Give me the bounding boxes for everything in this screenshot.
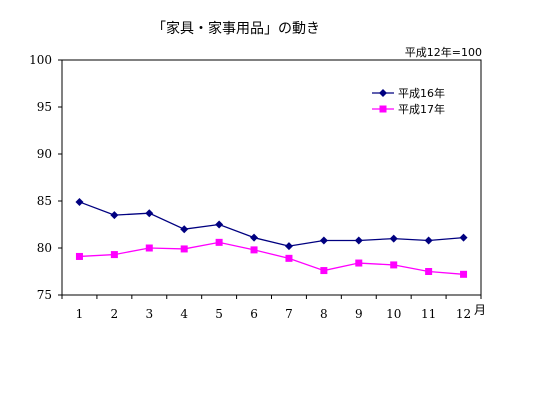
data-point	[215, 220, 224, 229]
data-point	[75, 252, 83, 260]
series-line	[79, 241, 464, 275]
x-tick-label: 4	[180, 307, 188, 321]
x-tick-label: 11	[421, 307, 436, 321]
series-line	[79, 201, 464, 247]
legend-label: 平成17年	[398, 102, 445, 116]
x-axis-unit: 月	[474, 303, 486, 317]
series-layer	[75, 197, 468, 278]
series-2	[75, 238, 468, 278]
data-point	[110, 251, 118, 259]
data-point	[145, 209, 154, 218]
data-point	[390, 261, 398, 269]
x-tick-label: 3	[145, 307, 153, 321]
y-axis: 75 80 85 90 95 100	[29, 53, 62, 302]
y-tick-label: 100	[29, 53, 52, 67]
legend-marker	[379, 105, 387, 113]
legend-marker	[379, 89, 387, 97]
x-tick-label: 10	[386, 307, 401, 321]
data-point	[180, 245, 188, 253]
x-tick-label: 5	[215, 307, 223, 321]
y-tick-label: 95	[37, 100, 52, 114]
data-point	[215, 238, 223, 246]
data-point	[250, 233, 259, 242]
legend-label: 平成16年	[398, 86, 445, 100]
chart-title: 「家具・家事用品」の動き	[152, 21, 320, 37]
data-point	[180, 225, 189, 234]
series-1	[75, 197, 468, 251]
data-point	[319, 236, 328, 245]
x-axis: 1 2 3 4 5 6 7 8 9 10 11 12 月	[61, 295, 486, 321]
data-point	[284, 242, 293, 251]
data-point	[459, 233, 468, 242]
plot-area	[61, 59, 482, 296]
x-tick-label: 8	[320, 307, 328, 321]
y-tick-label: 90	[37, 147, 52, 161]
data-point	[389, 234, 398, 243]
y-tick-label: 80	[37, 241, 52, 255]
data-point	[354, 236, 363, 245]
x-tick-label: 1	[76, 307, 84, 321]
data-point	[145, 244, 153, 252]
x-tick-label: 7	[285, 307, 293, 321]
data-point	[75, 197, 84, 206]
data-point	[355, 259, 363, 267]
data-point	[110, 211, 119, 220]
y-tick-label: 75	[37, 288, 52, 302]
x-tick-label: 12	[456, 307, 471, 321]
data-point	[285, 254, 293, 262]
base-year-note: 平成12年=100	[404, 46, 482, 59]
x-tick-label: 6	[250, 307, 258, 321]
data-point	[250, 246, 258, 254]
data-point	[424, 236, 433, 245]
data-point	[425, 268, 433, 275]
y-tick-label: 85	[37, 194, 52, 208]
data-point	[320, 267, 328, 275]
x-tick-label: 9	[355, 307, 363, 321]
data-point	[460, 270, 468, 278]
x-tick-label: 2	[111, 307, 119, 321]
